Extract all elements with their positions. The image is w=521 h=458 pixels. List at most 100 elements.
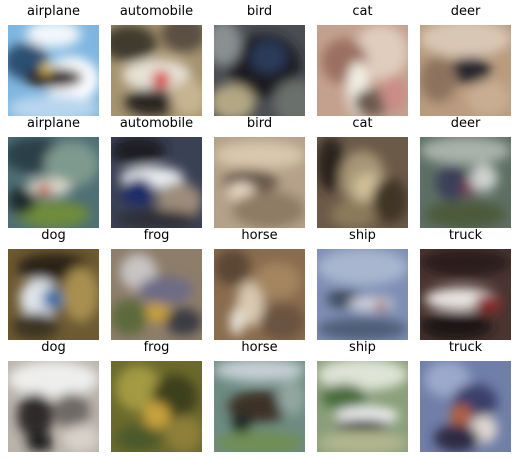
image-caption: airplane bbox=[27, 4, 80, 19]
image-color-patch bbox=[115, 365, 162, 412]
image-caption: deer bbox=[450, 116, 481, 131]
image-color-patch bbox=[214, 249, 251, 286]
generated-image-thumbnail bbox=[111, 361, 202, 452]
image-color-patch bbox=[317, 361, 408, 391]
image-color-patch bbox=[236, 280, 265, 327]
generated-image-thumbnail bbox=[317, 249, 408, 340]
image-color-patch bbox=[433, 424, 480, 452]
image-caption: airplane bbox=[27, 116, 80, 131]
image-color-patch bbox=[142, 303, 171, 322]
image-caption: automobile bbox=[119, 116, 194, 131]
image-color-patch bbox=[151, 70, 171, 89]
image-caption: frog bbox=[143, 228, 170, 243]
image-color-patch bbox=[37, 184, 52, 196]
image-color-patch bbox=[321, 383, 368, 412]
image-caption: ship bbox=[349, 340, 376, 355]
image-color-patch bbox=[44, 141, 99, 188]
image-color-patch bbox=[420, 25, 511, 57]
image-color-patch bbox=[470, 164, 498, 192]
image-color-patch bbox=[111, 25, 157, 62]
image-color-patch bbox=[8, 187, 36, 215]
image-caption: deer bbox=[450, 4, 481, 19]
image-color-patch bbox=[474, 294, 502, 313]
image-color-patch bbox=[170, 79, 202, 116]
generated-image-thumbnail bbox=[420, 137, 511, 228]
image-color-patch bbox=[232, 191, 305, 228]
image-color-patch bbox=[371, 177, 408, 224]
image-caption: horse bbox=[241, 228, 278, 243]
image-color-patch bbox=[420, 56, 457, 103]
image-color-patch bbox=[26, 25, 81, 48]
image-color-patch bbox=[420, 137, 511, 165]
image-color-patch bbox=[53, 392, 90, 430]
image-color-patch bbox=[138, 276, 193, 304]
image-color-patch bbox=[214, 141, 305, 169]
generated-image-thumbnail bbox=[317, 25, 408, 116]
generated-image-thumbnail bbox=[111, 25, 202, 116]
image-color-patch bbox=[26, 433, 54, 452]
generated-image-thumbnail bbox=[111, 137, 202, 228]
generated-image-thumbnail bbox=[214, 137, 305, 228]
image-color-patch bbox=[335, 419, 390, 431]
image-color-patch bbox=[214, 84, 255, 116]
image-color-patch bbox=[8, 95, 99, 116]
image-color-patch bbox=[465, 79, 511, 116]
image-caption: automobile bbox=[119, 4, 194, 19]
image-color-patch bbox=[277, 379, 305, 416]
generated-image-thumbnail bbox=[8, 249, 99, 340]
generated-image-thumbnail bbox=[8, 361, 99, 452]
generated-image-thumbnail bbox=[317, 137, 408, 228]
image-color-patch bbox=[40, 63, 52, 75]
generated-image-thumbnail bbox=[214, 361, 305, 452]
image-color-patch bbox=[348, 296, 395, 311]
image-caption: horse bbox=[241, 340, 278, 355]
image-color-patch bbox=[42, 287, 65, 311]
image-color-patch bbox=[254, 262, 301, 300]
image-color-patch bbox=[111, 137, 166, 165]
generated-image-thumbnail bbox=[420, 25, 511, 116]
image-color-patch bbox=[232, 411, 251, 439]
image-color-patch bbox=[62, 267, 99, 322]
image-color-patch bbox=[161, 25, 202, 53]
image-color-patch bbox=[165, 415, 202, 452]
generated-image-thumbnail bbox=[111, 249, 202, 340]
image-color-patch bbox=[111, 299, 148, 336]
image-caption: bird bbox=[246, 4, 273, 19]
generated-image-thumbnail bbox=[420, 361, 511, 452]
image-caption: frog bbox=[143, 340, 170, 355]
image-color-patch bbox=[17, 200, 90, 228]
image-caption: dog bbox=[41, 340, 66, 355]
image-color-patch bbox=[435, 164, 468, 201]
image-color-patch bbox=[317, 137, 345, 192]
image-caption: truck bbox=[448, 228, 483, 243]
image-color-patch bbox=[122, 177, 155, 206]
image-color-patch bbox=[317, 317, 408, 340]
image-color-patch bbox=[420, 312, 493, 340]
image-caption: cat bbox=[352, 4, 373, 19]
generated-image-thumbnail bbox=[214, 249, 305, 340]
generated-image-thumbnail bbox=[8, 137, 99, 228]
image-color-patch bbox=[353, 88, 390, 116]
image-caption: truck bbox=[448, 340, 483, 355]
image-color-patch bbox=[317, 431, 408, 452]
image-color-patch bbox=[124, 88, 180, 116]
image-color-patch bbox=[229, 308, 244, 336]
image-color-patch bbox=[353, 25, 408, 80]
image-color-patch bbox=[23, 67, 84, 88]
image-color-patch bbox=[317, 249, 408, 286]
image-color-patch bbox=[273, 79, 305, 116]
image-color-patch bbox=[8, 361, 99, 398]
image-caption: cat bbox=[352, 116, 373, 131]
image-color-patch bbox=[375, 300, 387, 310]
image-color-patch bbox=[156, 182, 202, 219]
image-color-patch bbox=[214, 431, 305, 452]
image-caption: bird bbox=[246, 116, 273, 131]
image-color-patch bbox=[214, 25, 242, 66]
image-color-patch bbox=[165, 308, 202, 336]
image-color-patch bbox=[17, 392, 54, 439]
image-color-patch bbox=[424, 361, 471, 398]
generated-image-thumbnail bbox=[8, 25, 99, 116]
generated-image-thumbnail bbox=[420, 249, 511, 340]
image-color-patch bbox=[12, 312, 59, 340]
image-color-patch bbox=[142, 401, 171, 430]
